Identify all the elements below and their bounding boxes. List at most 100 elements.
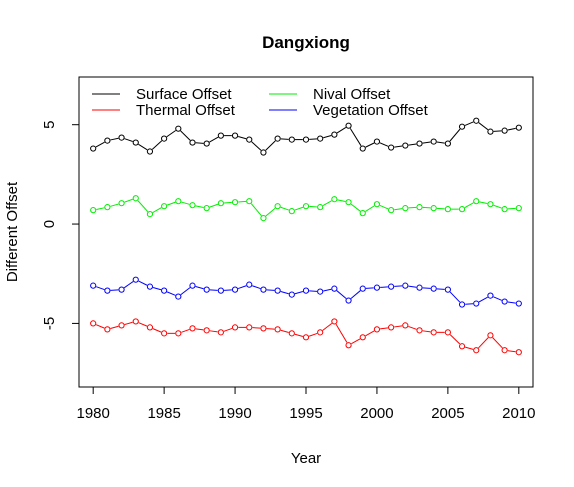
data-point (246, 136, 253, 143)
series-line-segment (408, 143, 417, 146)
data-point (317, 288, 324, 295)
data-point (302, 334, 310, 341)
data-point (118, 134, 125, 141)
series-line-segment (238, 136, 247, 140)
data-point (246, 198, 253, 205)
data-point (388, 207, 395, 214)
data-point (388, 283, 395, 290)
series-line-segment (124, 138, 133, 142)
data-point (189, 282, 196, 289)
data-point (416, 204, 423, 211)
series-line-segment (265, 140, 276, 151)
series-line-segment (449, 128, 461, 142)
series-line-segment (478, 296, 488, 303)
series-line-segment (224, 201, 232, 204)
data-point (317, 135, 324, 142)
data-point (444, 206, 451, 213)
data-point (90, 320, 97, 327)
series-line-segment (465, 303, 474, 305)
data-point (501, 347, 508, 354)
data-point (501, 298, 508, 305)
series-line-segment (436, 207, 445, 210)
data-point (217, 287, 224, 294)
series-line-segment (294, 291, 304, 295)
y-axis-label: Different Offset (4, 181, 21, 282)
series-line-segment (308, 332, 318, 337)
series-line-segment (507, 301, 516, 304)
data-point (118, 286, 125, 293)
data-point (458, 301, 466, 308)
series-line-segment (379, 142, 389, 147)
data-point (189, 202, 196, 209)
data-point (359, 145, 366, 152)
series-line-segment (96, 286, 105, 291)
series-line-segment (195, 286, 204, 290)
data-point (146, 283, 154, 290)
data-point (515, 205, 522, 212)
x-tick-label: 1980 (77, 405, 110, 422)
data-point (203, 286, 210, 293)
data-point (402, 205, 409, 212)
series-line-segment (493, 204, 502, 209)
data-point (161, 330, 168, 337)
data-point (331, 131, 338, 138)
series-line-segment (166, 201, 176, 206)
data-point (175, 125, 182, 132)
series-line-segment (280, 329, 289, 333)
series-line-segment (507, 127, 516, 131)
series-line-segment (110, 137, 119, 141)
data-point (132, 139, 139, 146)
x-axis-label: Year (291, 450, 321, 467)
data-point (373, 284, 381, 291)
series-line-segment (166, 130, 176, 138)
series-line-segment (323, 288, 332, 292)
data-point (132, 276, 139, 283)
series-line-segment (224, 289, 232, 291)
data-point (132, 318, 139, 325)
series-line-segment (436, 288, 445, 290)
chart-title: Dangxiong (262, 33, 350, 52)
series-line-segment (365, 287, 374, 289)
series-line-segment (209, 203, 219, 208)
series-line-segment (350, 290, 361, 299)
data-point (132, 195, 139, 202)
data-point (416, 140, 423, 147)
data-point (118, 200, 125, 207)
data-point (175, 330, 182, 337)
data-point (373, 201, 381, 208)
data-point (90, 207, 97, 214)
data-point (317, 329, 324, 336)
data-point (161, 203, 168, 210)
data-point (444, 140, 451, 147)
series-line-segment (336, 126, 347, 134)
series-line-segment (181, 328, 190, 333)
series-line-segment (180, 287, 191, 296)
x-tick-label: 2000 (360, 405, 393, 422)
series-line-segment (478, 337, 489, 349)
series-line-segment (335, 323, 348, 343)
y-tick-label: -5 (41, 317, 58, 330)
data-point (260, 286, 267, 293)
series-line-segment (323, 135, 332, 139)
series-surface-offset (90, 117, 522, 156)
data-point (473, 300, 480, 307)
data-point (331, 285, 338, 292)
series-line-segment (138, 143, 148, 151)
series-line-segment (309, 290, 318, 292)
series-line-segment (422, 287, 431, 289)
data-point (487, 128, 494, 135)
series-line-segment (336, 290, 347, 299)
data-point (288, 136, 295, 143)
series-line-segment (181, 201, 190, 205)
series-line-segment (280, 206, 289, 211)
series-line-segment (478, 122, 489, 131)
series-line-segment (464, 121, 474, 126)
data-point (146, 148, 154, 155)
data-point (118, 322, 125, 329)
series-line-segment (209, 136, 219, 143)
data-point (402, 322, 409, 329)
data-point (288, 291, 295, 298)
data-point (501, 206, 508, 213)
series-line-segment (110, 203, 119, 207)
series-line-segment (294, 206, 304, 211)
